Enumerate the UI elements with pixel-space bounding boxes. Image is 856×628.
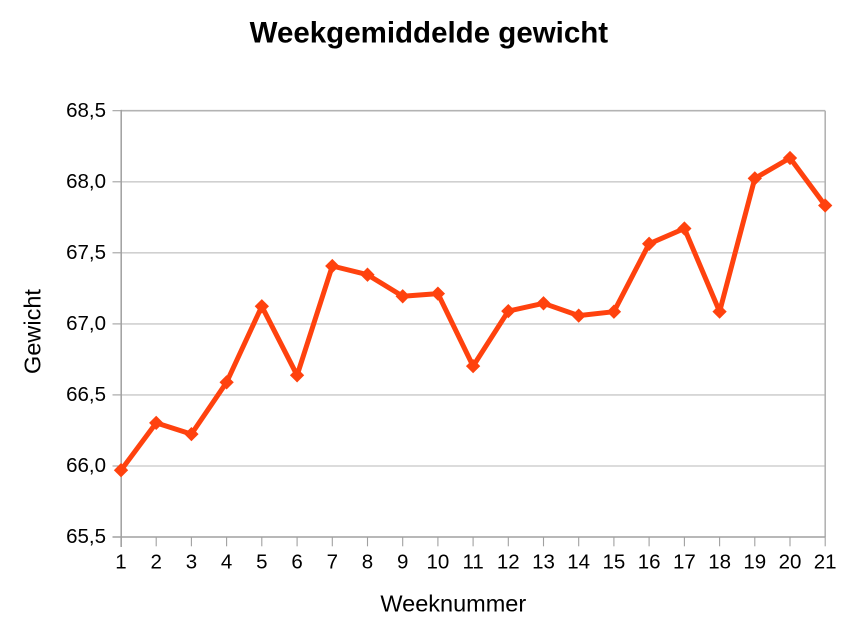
svg-text:16: 16 [638,551,661,574]
svg-text:21: 21 [814,551,837,574]
svg-text:67,5: 67,5 [66,241,106,264]
svg-text:11: 11 [462,551,483,574]
svg-text:20: 20 [779,551,802,574]
svg-text:12: 12 [497,551,520,574]
svg-text:15: 15 [602,551,625,574]
svg-text:Gewicht: Gewicht [19,289,45,374]
svg-text:8: 8 [362,551,373,574]
svg-text:9: 9 [397,551,408,574]
svg-text:13: 13 [532,551,555,574]
svg-text:2: 2 [150,551,161,574]
svg-text:65,5: 65,5 [66,525,106,548]
svg-text:4: 4 [221,551,232,574]
svg-text:10: 10 [426,551,449,574]
svg-text:68,5: 68,5 [66,99,106,122]
svg-text:18: 18 [708,551,731,574]
svg-text:Weeknummer: Weeknummer [380,591,526,617]
svg-text:68,0: 68,0 [66,170,106,193]
svg-text:66,5: 66,5 [66,383,106,406]
svg-text:19: 19 [743,551,766,574]
svg-text:7: 7 [327,551,338,574]
svg-text:6: 6 [291,551,302,574]
svg-text:1: 1 [115,551,126,574]
svg-text:17: 17 [673,551,696,574]
svg-text:5: 5 [256,551,267,574]
svg-text:67,0: 67,0 [66,312,106,335]
svg-text:14: 14 [567,551,590,574]
svg-text:Weekgemiddelde gewicht: Weekgemiddelde gewicht [250,17,609,50]
svg-text:66,0: 66,0 [66,454,106,477]
svg-text:3: 3 [186,551,197,574]
